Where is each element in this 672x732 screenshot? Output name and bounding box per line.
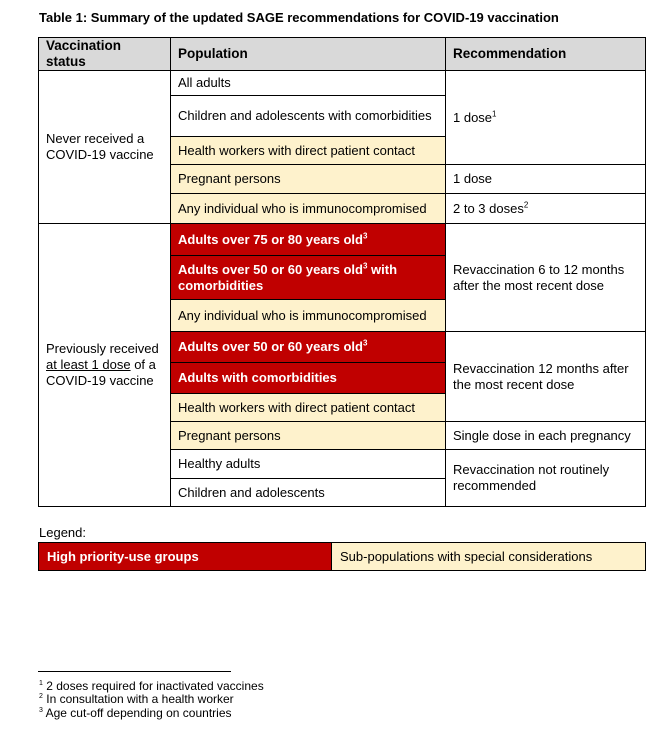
legend-high-priority: High priority-use groups	[38, 542, 332, 571]
header-row: Vaccination status Population Recommenda…	[38, 37, 646, 71]
header-vaccination-status: Vaccination status	[38, 37, 171, 71]
population-cell: Adults over 50 or 60 years old3	[170, 331, 446, 363]
population-cell: Health workers with direct patient conta…	[170, 136, 446, 165]
population-cell: Pregnant persons	[170, 421, 446, 450]
table-row: Adults over 50 or 60 years old3 Revaccin…	[39, 331, 646, 422]
population-cell: Healthy adults	[170, 449, 446, 479]
population-cell: Pregnant persons	[170, 164, 446, 194]
table-row: Children and adolescents with comorbidit…	[39, 95, 646, 137]
recommendation-cell: Revaccination 12 months after the most r…	[445, 331, 646, 422]
table-row: Any individual who is immunocompromised	[39, 299, 646, 332]
status-never-received: Never received a COVID-19 vaccine	[38, 70, 171, 224]
legend-label: Legend:	[39, 525, 86, 540]
population-cell: Any individual who is immunocompromised	[170, 299, 446, 332]
table-row: Health workers with direct patient conta…	[39, 393, 646, 422]
table-title: Table 1: Summary of the updated SAGE rec…	[39, 10, 559, 25]
table-row: Adults with comorbidities	[39, 362, 646, 394]
header-population: Population	[170, 37, 446, 71]
status-previously-received: Previously received at least 1 dose of a …	[38, 223, 171, 507]
table-row: Previously received at least 1 dose of a …	[38, 223, 646, 507]
population-cell: All adults	[170, 70, 446, 96]
recommendation-cell: 1 dose1	[445, 70, 646, 165]
recommendation-cell: 1 dose	[445, 164, 646, 194]
population-cell: Any individual who is immunocompromised	[170, 193, 446, 224]
footnote-divider	[38, 671, 231, 672]
recommendation-cell: Single dose in each pregnancy	[445, 421, 646, 450]
table-row: Health workers with direct patient conta…	[39, 136, 646, 165]
legend-special-considerations: Sub-populations with special considerati…	[331, 542, 646, 571]
population-cell: Health workers with direct patient conta…	[170, 393, 446, 422]
footnote: 2 In consultation with a health worker	[39, 692, 234, 706]
recommendation-cell: 2 to 3 doses2	[445, 193, 646, 224]
recommendations-table: Vaccination status Population Recommenda…	[38, 37, 646, 507]
table-row: Healthy adults Revaccination not routine…	[39, 449, 646, 507]
table-row: Any individual who is immunocompromised …	[39, 193, 646, 224]
table-row: Never received a COVID-19 vaccine All ad…	[38, 70, 646, 224]
population-cell: Children and adolescents	[170, 478, 446, 507]
population-cell: Adults with comorbidities	[170, 362, 446, 394]
legend: High priority-use groups Sub-populations…	[38, 542, 646, 571]
table-row: Pregnant persons Single dose in each pre…	[39, 421, 646, 450]
footnote: 1 2 doses required for inactivated vacci…	[39, 679, 264, 693]
table-row: Children and adolescents	[39, 478, 646, 507]
table-row: Pregnant persons 1 dose	[39, 164, 646, 194]
footnote: 3 Age cut-off depending on countries	[39, 706, 232, 720]
recommendation-cell: Revaccination not routinely recommended	[445, 449, 646, 507]
recommendation-cell: Revaccination 6 to 12 months after the m…	[445, 223, 646, 332]
population-cell: Children and adolescents with comorbidit…	[170, 95, 446, 137]
population-cell: Adults over 50 or 60 years old3 with com…	[170, 255, 446, 300]
population-cell: Adults over 75 or 80 years old3	[170, 223, 446, 256]
header-recommendation: Recommendation	[445, 37, 646, 71]
table-row: Adults over 50 or 60 years old3 with com…	[39, 255, 646, 300]
